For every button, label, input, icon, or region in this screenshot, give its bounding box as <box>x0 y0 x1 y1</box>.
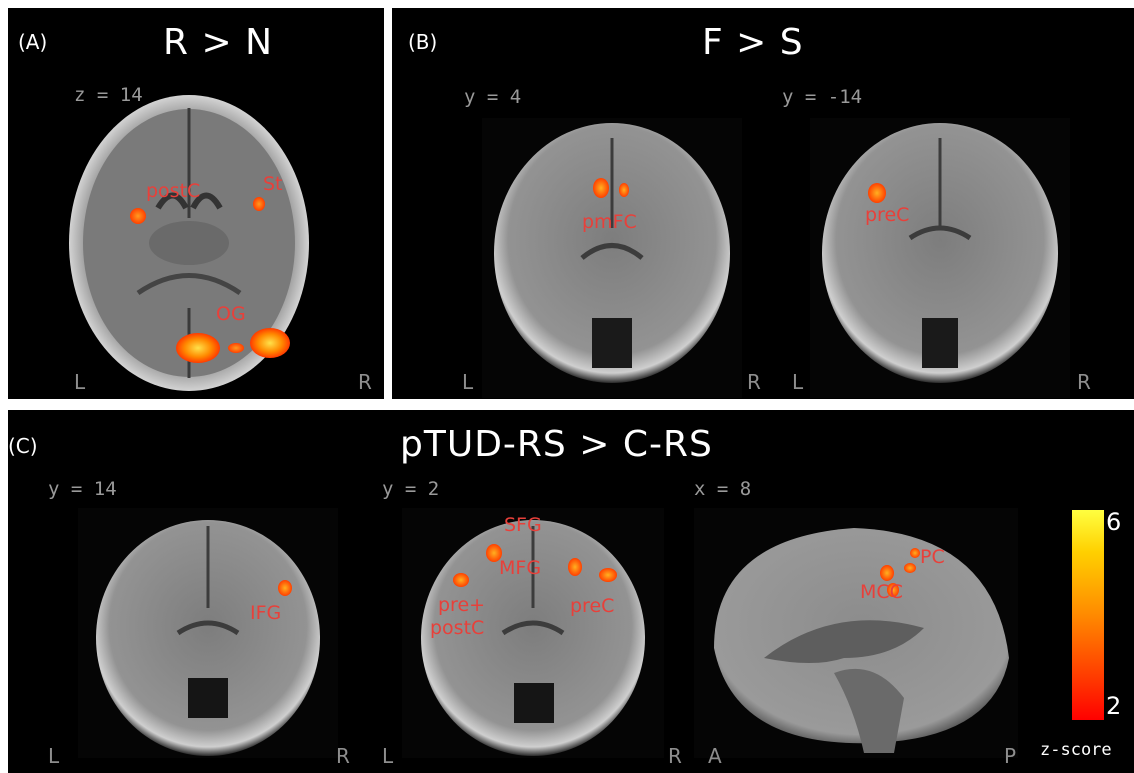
anterior-marker: A <box>708 744 722 768</box>
axial-brain-slice <box>69 95 309 391</box>
PC-blob-2 <box>904 563 916 573</box>
roi-preC-b: preC <box>865 204 910 226</box>
panel-c-title: pTUD-RS > C-RS <box>400 424 713 465</box>
posterior-marker: P <box>1004 744 1017 768</box>
St-blob <box>253 197 265 211</box>
PC-blob-1 <box>910 548 920 558</box>
c2-left-marker: L <box>382 744 394 768</box>
colorbar-max: 6 <box>1106 508 1122 536</box>
panel-b-slice2-coord: y = -14 <box>782 86 863 108</box>
panel-c-slice3-coord: x = 8 <box>694 478 752 500</box>
coronal-brain-slice-1 <box>482 118 742 398</box>
roi-postC-c: postC <box>430 617 485 639</box>
sagittal-brain-slice <box>694 508 1018 758</box>
b1-left-marker: L <box>462 370 474 394</box>
c1-left-marker: L <box>48 744 60 768</box>
b2-right-marker: R <box>1077 370 1091 394</box>
c1-right-marker: R <box>336 744 350 768</box>
panel-b-label: (B) <box>408 30 438 54</box>
panel-a: (A) R > N z = 14 <box>8 8 384 399</box>
panel-c: (C) pTUD-RS > C-RS y = 14 IFG L R y = 2 … <box>8 410 1134 773</box>
OG-blob-left <box>176 333 220 363</box>
roi-pmFC: pmFC <box>582 211 637 233</box>
coronal-brain-slice-4 <box>402 508 664 758</box>
MCC-blob-2 <box>887 583 899 597</box>
panel-c-slice1-coord: y = 14 <box>48 478 117 500</box>
panel-b: (B) F > S y = 4 <box>392 8 1134 399</box>
roi-OG: OG <box>216 303 246 325</box>
roi-IFG: IFG <box>250 602 282 624</box>
right-marker: R <box>358 370 372 394</box>
roi-postC: postC <box>146 180 201 202</box>
preC-blob <box>868 183 886 203</box>
prepostC-blob <box>453 573 469 587</box>
b2-left-marker: L <box>792 370 804 394</box>
MFG-blob <box>568 558 582 576</box>
colorbar <box>1072 510 1104 720</box>
roi-St: St <box>263 173 283 195</box>
SFG-blob <box>486 544 502 562</box>
roi-SFG: SFG <box>504 514 542 536</box>
OG-blob-mid <box>228 343 244 353</box>
panel-b-slice1-coord: y = 4 <box>464 86 522 108</box>
roi-preC-c: preC <box>570 595 615 617</box>
panel-a-title: R > N <box>163 22 273 63</box>
pmFC-blob-right <box>619 183 629 197</box>
coronal-brain-slice-3 <box>78 508 338 758</box>
panel-b-title: F > S <box>702 22 804 63</box>
b1-right-marker: R <box>747 370 761 394</box>
panel-a-coord: z = 14 <box>74 84 143 106</box>
preC-blob-c <box>599 568 617 582</box>
roi-MCC: MCC <box>860 581 903 603</box>
roi-PC: PC <box>920 546 945 568</box>
panel-c-slice2-coord: y = 2 <box>382 478 440 500</box>
left-marker: L <box>74 370 86 394</box>
coronal-brain-slice-2 <box>810 118 1070 398</box>
IFG-blob <box>278 580 292 596</box>
colorbar-min: 2 <box>1106 692 1122 720</box>
MCC-blob-1 <box>880 565 894 581</box>
c2-right-marker: R <box>668 744 682 768</box>
roi-pre-plus: pre+ <box>438 594 486 616</box>
panel-a-label: (A) <box>18 30 48 54</box>
colorbar-unit: z-score <box>1040 740 1112 760</box>
roi-MFG: MFG <box>499 557 542 579</box>
OG-blob-right <box>250 328 290 358</box>
pmFC-blob-left <box>593 178 609 198</box>
panel-c-label: (C) <box>8 434 38 458</box>
postC-blob <box>130 208 146 224</box>
